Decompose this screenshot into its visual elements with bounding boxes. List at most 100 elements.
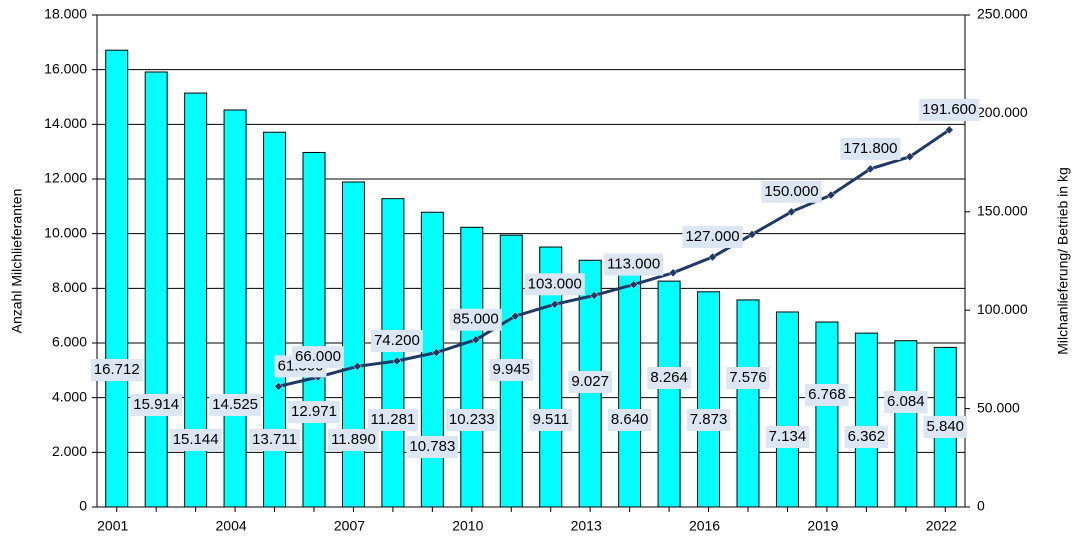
marker: [668, 268, 678, 278]
data-label: 8.264: [650, 369, 688, 386]
data-label: 9.945: [492, 361, 530, 378]
data-label-box: [370, 329, 423, 352]
data-label: 5.840: [926, 418, 964, 435]
y2-tick-label: 50.000: [977, 399, 1020, 415]
bar: [657, 280, 681, 508]
y-tick-label: 0: [79, 498, 87, 514]
data-label-box: [682, 226, 743, 249]
marker: [826, 190, 836, 200]
y-axis-title: Anzahl Milchlieferanten: [9, 189, 25, 334]
y-tick-label: 18.000: [44, 6, 87, 22]
bar: [460, 226, 484, 508]
marker: [589, 291, 599, 300]
data-label: 150.000: [764, 183, 818, 200]
bar: [618, 270, 642, 508]
data-label-box: [529, 409, 572, 431]
data-label: 127.000: [685, 228, 739, 245]
data-label-box: [169, 429, 222, 451]
marker: [787, 207, 796, 217]
y2-tick-label: 0: [977, 498, 985, 514]
y2-tick-label: 100.000: [977, 301, 1028, 317]
marker: [510, 311, 520, 321]
x-tick-label: 2010: [452, 518, 483, 534]
marker: [432, 348, 441, 357]
data-label-box: [489, 359, 534, 381]
y-tick-label: 10.000: [44, 224, 87, 240]
data-label: 7.576: [729, 369, 767, 386]
data-label-box: [367, 409, 419, 431]
data-label-box: [292, 346, 344, 369]
data-label: 6.768: [808, 386, 846, 403]
x-tick-label: 2022: [926, 518, 957, 534]
bar: [420, 211, 444, 508]
data-label: 14.525: [212, 396, 258, 413]
data-label: 15.144: [173, 431, 219, 448]
marker: [550, 299, 560, 309]
data-label-box: [919, 98, 980, 121]
data-label: 66.000: [295, 348, 341, 365]
data-label-box: [568, 371, 612, 393]
data-label-box: [604, 253, 664, 276]
labels: 16.712 15.914 15.144 14.525 13.711 12.971 11.8…: [90, 98, 980, 458]
data-label-box: [647, 367, 691, 389]
data-label: 16.712: [94, 361, 140, 378]
data-label: 74.200: [374, 332, 420, 349]
bar: [341, 181, 365, 508]
data-label: 15.914: [133, 396, 179, 413]
bar: [302, 151, 326, 508]
x-tick-label: 2019: [807, 518, 838, 534]
bar: [894, 340, 918, 508]
data-label: 171.800: [843, 140, 897, 157]
data-label-box: [765, 426, 810, 448]
bar: [144, 71, 168, 508]
x-tick-label: 2001: [97, 518, 128, 534]
y2-tick-label: 250.000: [977, 6, 1028, 22]
data-label: 7.134: [769, 428, 807, 445]
marker: [905, 152, 915, 162]
data-label-box: [209, 394, 262, 416]
marker: [392, 356, 402, 366]
bar: [697, 291, 721, 508]
data-label-box: [445, 409, 498, 431]
data-label: 103.000: [528, 275, 582, 292]
data-label-box: [761, 180, 822, 203]
data-label: 85.000: [453, 311, 499, 328]
marker: [866, 164, 875, 174]
data-label: 9.511: [533, 411, 569, 428]
data-label: 6.362: [848, 428, 886, 445]
y-tick-label: 12.000: [44, 170, 87, 186]
data-label: 13.711: [252, 431, 297, 448]
data-label: 7.873: [690, 411, 728, 428]
data-label-box: [923, 416, 968, 438]
data-label: 113.000: [607, 256, 660, 273]
data-label-box: [726, 367, 770, 389]
data-label: 6.084: [887, 393, 925, 410]
y2-tick-label: 150.000: [977, 203, 1028, 219]
marker: [274, 382, 283, 391]
data-label-box: [406, 436, 459, 458]
bar: [775, 311, 799, 508]
data-label-box: [288, 401, 340, 423]
bars: [105, 49, 957, 508]
y2-tick-label: 200.000: [977, 104, 1028, 120]
data-label: 191.600: [922, 101, 976, 118]
marker: [708, 252, 717, 262]
y-tick-label: 14.000: [44, 115, 87, 131]
data-label: 10.783: [409, 438, 455, 455]
data-label: 8.640: [611, 411, 649, 428]
marker: [629, 280, 638, 289]
bar: [854, 332, 878, 508]
marker: [944, 125, 954, 135]
bar: [815, 321, 839, 508]
bar: [105, 49, 129, 508]
bar: [736, 299, 760, 508]
line: [278, 128, 951, 388]
data-label: 11.890: [331, 431, 376, 448]
x-tick-label: 2004: [216, 518, 247, 534]
x-tick-label: 2013: [571, 518, 602, 534]
data-label: 12.971: [291, 403, 337, 420]
data-label-box: [328, 429, 379, 451]
data-label-box: [805, 384, 849, 406]
data-label-box: [449, 308, 502, 331]
